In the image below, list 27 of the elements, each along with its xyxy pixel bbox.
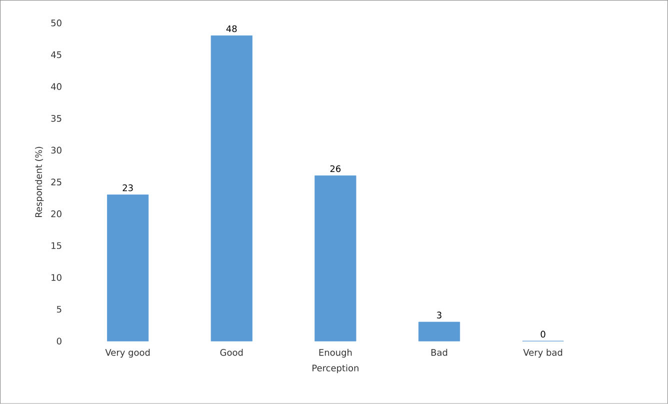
data-label: 3: [437, 312, 442, 319]
y-tick-label: 5: [56, 306, 62, 313]
y-tick-label: 50: [51, 20, 62, 26]
y-tick-label: 0: [56, 338, 62, 345]
bar: [418, 322, 460, 342]
y-tick-label: 15: [52, 242, 62, 250]
x-tick-label: Very good: [105, 348, 150, 358]
y-tick-label: 10: [52, 274, 62, 281]
y-tick-label: 40: [51, 83, 62, 90]
x-tick-label: Enough: [319, 348, 352, 358]
y-tick-label: 35: [51, 115, 62, 122]
bar: [314, 176, 356, 342]
y-tick-label: 30: [51, 146, 62, 154]
data-label: 0: [540, 330, 546, 338]
x-tick-label: Bad: [431, 348, 448, 356]
y-axis-title: Respondent (%): [35, 146, 44, 218]
y-tick-label: 45: [51, 52, 62, 58]
data-label: 48: [226, 25, 237, 32]
data-label: 23: [122, 184, 133, 192]
x-tick-label: Very bad: [523, 348, 562, 358]
y-tick-label: 20: [51, 210, 62, 218]
y-tick-label: 25: [51, 178, 62, 186]
x-tick-label: Good: [220, 348, 243, 356]
bar: [107, 194, 149, 342]
bar: [210, 36, 252, 342]
x-axis-title: Perception: [312, 364, 358, 374]
data-label: 26: [330, 165, 341, 172]
